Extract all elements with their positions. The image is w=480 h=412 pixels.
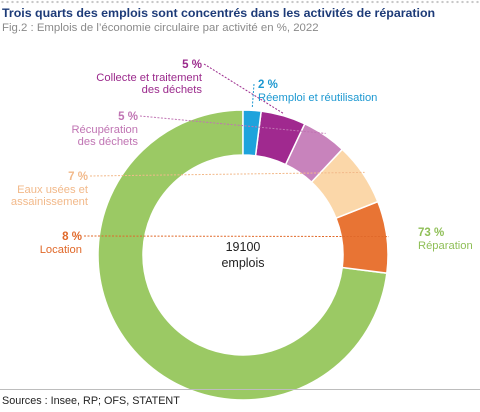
leader-line-reemploi-et-reutilisation: [251, 83, 255, 109]
category-label-recuperation-des-dechets: des déchets: [78, 136, 139, 148]
slice-reemploi-et-reutilisation: [242, 109, 263, 157]
category-label-recuperation-des-dechets: Récupération: [71, 124, 138, 136]
value-label-collecte-et-traitement-des-dechets: 5 %: [182, 59, 202, 71]
chart-subtitle: Fig.2 : Emplois de l’économie circulaire…: [2, 22, 319, 34]
category-label-eaux-usees-et-assainissement: Eaux usées et: [17, 184, 89, 196]
value-label-location: 8 %: [62, 231, 82, 243]
value-label-reparation: 73 %: [418, 227, 444, 239]
category-label-eaux-usees-et-assainissement: assainissement: [11, 196, 89, 208]
leader-line-eaux-usees-et-assainissement: [89, 171, 365, 177]
leader-line-recuperation-des-dechets: [139, 115, 326, 134]
category-label-collecte-et-traitement-des-dechets: des déchets: [142, 84, 203, 96]
center-total: 19100: [226, 240, 261, 254]
value-label-recuperation-des-dechets: 5 %: [118, 111, 138, 123]
source-divider: [0, 389, 480, 390]
category-label-reparation: Réparation: [418, 240, 473, 252]
leader-line-location: [83, 235, 389, 238]
value-label-reemploi-et-reutilisation: 2 %: [258, 79, 278, 91]
category-label-collecte-et-traitement-des-dechets: Collecte et traitement: [96, 72, 203, 84]
slice-reparation: [97, 109, 388, 401]
chart-title: Trois quarts des emplois sont concentrés…: [2, 6, 436, 20]
center-caption: emplois: [221, 256, 264, 270]
leader-line-collecte-et-traitement-des-dechets: [203, 63, 285, 115]
category-label-location: Location: [40, 244, 82, 256]
category-label-reemploi-et-reutilisation: Réemploi et réutilisation: [258, 92, 377, 104]
value-label-eaux-usees-et-assainissement: 7 %: [68, 171, 88, 183]
header-dotted-rule: [0, 0, 480, 4]
source-note: Sources : Insee, RP; OFS, STATENT: [2, 395, 180, 407]
